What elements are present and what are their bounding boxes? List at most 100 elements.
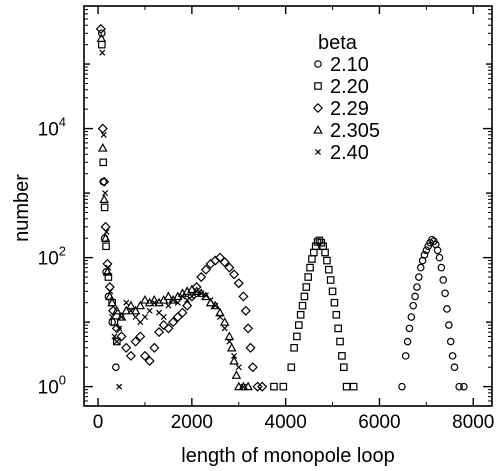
data-point — [226, 338, 233, 345]
data-point — [238, 291, 249, 302]
data-point — [116, 383, 123, 390]
data-point — [96, 33, 107, 43]
plot-frame — [83, 5, 493, 407]
data-point — [321, 248, 329, 257]
data-point — [196, 288, 207, 297]
data-point — [306, 263, 314, 272]
legend-marker-4 — [314, 148, 322, 156]
legend-marker-3 — [313, 124, 323, 134]
data-point — [174, 299, 181, 306]
data-point — [210, 300, 221, 310]
data-point — [443, 305, 451, 313]
data-point — [340, 363, 348, 372]
data-point — [309, 248, 318, 257]
data-point — [401, 352, 410, 360]
data-point — [338, 352, 346, 360]
data-point — [201, 291, 211, 301]
data-point — [231, 352, 238, 359]
data-point — [349, 382, 358, 391]
data-point — [146, 307, 153, 314]
x-tick-label-4: 8000 — [452, 412, 494, 433]
data-point — [433, 246, 442, 255]
data-point — [455, 382, 463, 391]
data-point — [229, 269, 240, 280]
data-point — [308, 255, 316, 263]
data-point — [100, 203, 109, 212]
data-point — [247, 362, 258, 373]
data-point — [441, 289, 449, 298]
data-point — [215, 307, 225, 317]
data-point — [238, 381, 249, 391]
data-point — [252, 381, 263, 392]
data-point — [219, 317, 230, 326]
data-point — [123, 299, 130, 306]
data-point — [229, 355, 239, 365]
data-point — [130, 305, 141, 315]
x-tick-label-2: 4000 — [265, 412, 307, 433]
data-point — [116, 325, 123, 332]
data-point — [127, 307, 134, 314]
data-point — [257, 381, 268, 392]
data-point — [325, 265, 333, 274]
data-point — [158, 320, 169, 331]
data-point — [130, 336, 141, 347]
data-point — [405, 324, 414, 333]
data-point — [202, 292, 209, 299]
data-point — [118, 313, 125, 321]
data-point — [184, 297, 191, 304]
data-point — [330, 298, 339, 307]
data-point — [328, 287, 337, 296]
data-point — [179, 293, 186, 300]
y-tick-label-0: 100 — [38, 373, 66, 399]
data-point — [416, 263, 425, 272]
legend-label-1: 2.20 — [330, 76, 369, 98]
data-point — [149, 342, 160, 353]
data-point — [398, 382, 406, 391]
data-point — [298, 301, 307, 310]
data-point — [100, 131, 107, 138]
data-point — [137, 319, 144, 326]
data-point — [116, 331, 127, 342]
data-point — [141, 313, 148, 321]
data-point — [270, 382, 278, 391]
data-point — [139, 350, 151, 361]
data-point — [300, 292, 309, 301]
data-point — [102, 190, 109, 197]
data-point — [112, 363, 120, 372]
data-point — [103, 228, 110, 235]
data-point — [121, 305, 132, 315]
series-2-40 — [99, 49, 247, 390]
data-point — [163, 323, 174, 334]
data-point — [207, 297, 214, 304]
data-point — [233, 381, 244, 391]
data-point — [212, 302, 219, 309]
data-point — [165, 302, 172, 309]
data-point — [233, 278, 244, 289]
data-point — [107, 297, 117, 307]
data-point — [296, 310, 305, 319]
data-point — [245, 342, 256, 353]
data-point — [243, 323, 254, 334]
data-point — [168, 317, 179, 328]
data-point — [428, 235, 436, 244]
data-point — [182, 300, 193, 311]
x-tick-label-3: 6000 — [358, 412, 400, 433]
data-point — [109, 313, 116, 321]
data-point — [460, 382, 468, 391]
data-point — [219, 257, 230, 268]
data-point — [107, 288, 114, 295]
data-point — [135, 331, 146, 342]
legend-marker-0 — [314, 60, 322, 68]
data-point — [342, 382, 351, 391]
data-point — [224, 262, 235, 273]
data-point — [198, 290, 205, 297]
data-point — [450, 363, 459, 372]
data-point — [439, 276, 448, 284]
legend-marker-1 — [314, 82, 322, 90]
data-point — [188, 293, 195, 300]
legend-title: beta — [318, 32, 358, 54]
data-point — [336, 337, 344, 346]
data-marks — [95, 23, 468, 392]
